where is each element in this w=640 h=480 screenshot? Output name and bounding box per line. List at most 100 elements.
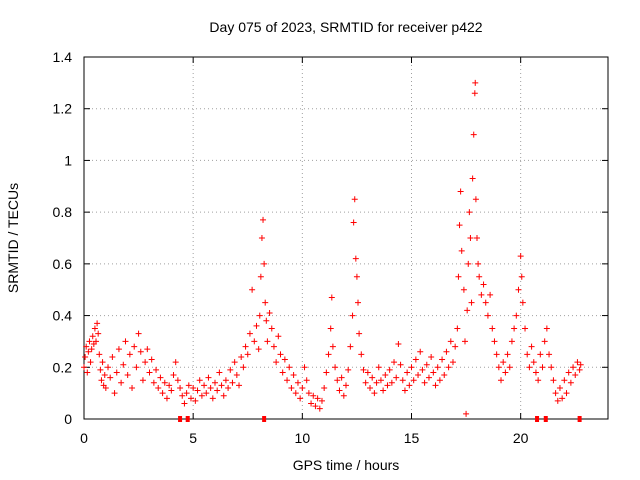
data-point [343,382,349,389]
data-point [91,325,98,332]
data-point [550,377,557,384]
data-point [102,384,109,391]
data-point [415,372,422,379]
data-point [318,397,325,404]
data-point [340,392,347,399]
data-point [447,338,454,345]
data-point [297,395,304,402]
data-point [443,348,450,355]
data-point [86,338,93,345]
data-point [118,379,125,386]
data-point [452,343,459,350]
y-tick-label: 0.6 [53,256,73,272]
data-point [281,356,288,363]
data-point [122,338,129,345]
data-point [144,346,151,353]
data-point [548,364,555,371]
data-point [570,364,577,371]
data-point [150,379,157,386]
data-point [218,382,225,389]
data-point [253,322,260,329]
data-point [476,273,483,280]
data-point [268,325,275,332]
data-point [406,382,413,389]
data-point [530,359,537,366]
data-point [129,384,136,391]
data-point [299,384,306,391]
data-point [371,390,378,397]
data-point [329,343,336,350]
data-point [511,325,518,332]
data-point [358,351,365,358]
data-point [460,286,467,293]
data-point [142,359,149,366]
data-point [471,90,478,97]
data-point [504,351,511,358]
data-point [82,353,89,360]
data-point [347,343,354,350]
data-point [338,374,345,381]
data-point [312,403,319,410]
data-point [380,387,387,394]
data-point [373,379,380,386]
data-point [352,255,359,262]
data-point [263,317,270,324]
data-point [556,384,563,391]
data-point [111,390,118,397]
data-point [258,235,265,241]
data-point [561,377,568,384]
data-point [194,387,201,394]
data-point [161,379,168,386]
data-point [255,346,262,353]
data-point [323,369,330,376]
data-point [179,392,186,399]
data-point [362,379,369,386]
data-point [236,382,243,389]
data-point [168,387,175,394]
data-point [229,379,236,386]
data-point [395,341,402,348]
data-point [468,299,475,306]
data-point [472,79,479,86]
data-point [203,390,210,397]
data-point [187,395,194,402]
data-point [552,390,559,397]
data-point [185,382,192,389]
data-point [541,338,548,345]
y-axis-label: SRMTID / TECUs [5,183,21,293]
data-point [353,273,360,280]
data-point [105,364,112,371]
data-point [81,364,87,371]
data-point [84,369,91,376]
data-point [264,338,271,345]
data-point [576,366,583,373]
data-point [480,281,487,288]
data-point [225,384,232,391]
data-point [532,369,539,376]
data-point [231,359,238,366]
data-point [500,359,507,366]
data-point [316,405,323,412]
data-point [577,361,584,368]
data-point [308,400,315,407]
data-point [131,343,138,350]
data-point [519,299,526,306]
data-point [349,312,356,319]
data-point [355,299,362,306]
data-point [463,410,470,417]
data-point [292,390,299,397]
data-point [146,369,153,376]
data-point [279,369,286,376]
data-point [495,364,502,371]
data-point [148,356,155,363]
data-point [266,309,273,316]
data-point [277,351,284,358]
data-point [350,219,357,226]
ticks-layer [83,56,608,420]
data-point [356,330,363,337]
data-point [375,364,382,371]
data-point [428,353,435,360]
y-tick-label: 1.4 [53,49,73,65]
chart-title: Day 075 of 2023, SRMTID for receiver p42… [209,19,482,35]
data-point [419,366,426,373]
